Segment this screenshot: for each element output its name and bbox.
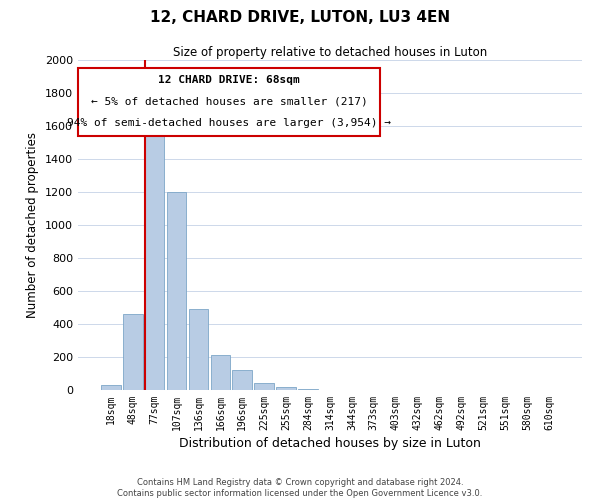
Bar	[211, 356, 230, 390]
X-axis label: Distribution of detached houses by size in Luton: Distribution of detached houses by size …	[179, 437, 481, 450]
Text: ← 5% of detached houses are smaller (217): ← 5% of detached houses are smaller (217…	[91, 96, 368, 106]
Text: Contains HM Land Registry data © Crown copyright and database right 2024.
Contai: Contains HM Land Registry data © Crown c…	[118, 478, 482, 498]
Title: Size of property relative to detached houses in Luton: Size of property relative to detached ho…	[173, 46, 487, 59]
Bar	[298, 389, 318, 390]
Bar	[254, 382, 274, 390]
Bar	[276, 386, 296, 390]
Bar	[167, 192, 187, 390]
Bar	[145, 126, 164, 390]
FancyBboxPatch shape	[78, 68, 380, 136]
Text: 12, CHARD DRIVE, LUTON, LU3 4EN: 12, CHARD DRIVE, LUTON, LU3 4EN	[150, 10, 450, 25]
Bar	[123, 314, 143, 390]
Text: 12 CHARD DRIVE: 68sqm: 12 CHARD DRIVE: 68sqm	[158, 75, 300, 85]
Text: 94% of semi-detached houses are larger (3,954) →: 94% of semi-detached houses are larger (…	[67, 118, 391, 128]
Y-axis label: Number of detached properties: Number of detached properties	[26, 132, 40, 318]
Bar	[188, 309, 208, 390]
Bar	[101, 385, 121, 390]
Bar	[232, 370, 252, 390]
